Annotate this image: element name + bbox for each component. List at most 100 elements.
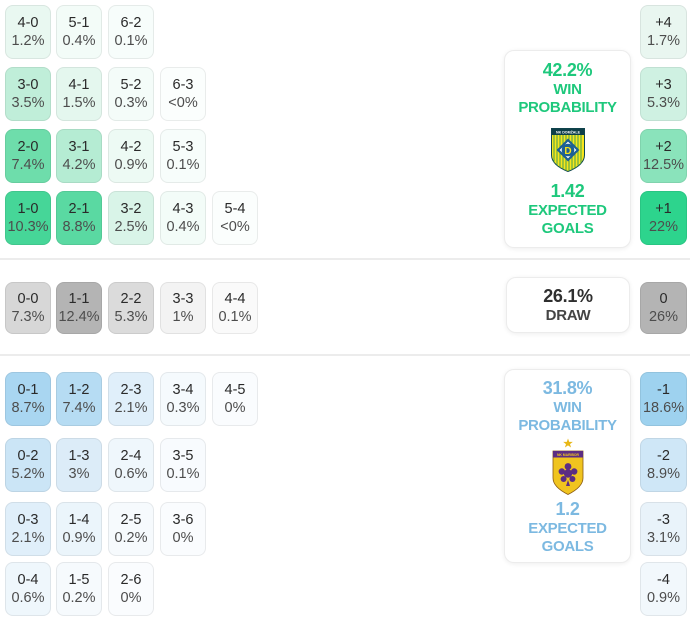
score-label: 1-0 [17,201,39,217]
away-score-cell[interactable]: 1-3 3% [56,438,102,492]
score-label: 0-0 [17,291,39,307]
home-score-cell[interactable]: 3-0 3.5% [5,67,51,121]
score-label: 1-2 [68,382,90,398]
probability-label: 0.3% [114,95,148,111]
draw-score-cell[interactable]: 0-0 7.3% [5,282,51,334]
probability-label: 0.4% [166,219,200,235]
away-win-percentage: 31.8% [542,378,593,398]
probability-label: 5.3% [646,95,681,111]
away-score-cell[interactable]: 1-2 7.4% [56,372,102,426]
goal-diff-cell[interactable]: -3 3.1% [640,502,687,556]
away-score-cell[interactable]: 0-3 2.1% [5,502,51,556]
away-win-label-line1: WIN [553,399,582,416]
goal-diff-cell[interactable]: -1 18.6% [640,372,687,426]
away-score-cell[interactable]: 2-3 2.1% [108,372,154,426]
away-team-logo: NK MARIBOR [551,438,585,496]
probability-label: 1% [172,309,194,325]
away-score-cell[interactable]: 3-5 0.1% [160,438,206,492]
score-label: 2-4 [120,448,142,464]
home-score-cell[interactable]: 4-0 1.2% [5,5,51,59]
goal-diff-cell[interactable]: +3 5.3% [640,67,687,121]
score-label: +2 [655,139,672,155]
home-score-cell[interactable]: 5-2 0.3% [108,67,154,121]
goal-diff-cell[interactable]: +1 22% [640,191,687,245]
probability-label: 0% [120,590,142,606]
home-score-cell[interactable]: 5-4 <0% [212,191,258,245]
draw-panel: 26.1% DRAW [506,277,630,333]
probability-label: 0.9% [646,590,681,606]
draw-score-cell[interactable]: 1-1 12.4% [56,282,102,334]
home-score-cell[interactable]: 3-2 2.5% [108,191,154,245]
away-win-label-line2: PROBABILITY [518,417,617,434]
score-label: 2-6 [120,572,142,588]
probability-label: 0.1% [114,33,148,49]
home-score-cell[interactable]: 6-3 <0% [160,67,206,121]
away-score-cell[interactable]: 1-5 0.2% [56,562,102,616]
away-team-crest-icon: NK MARIBOR [552,438,583,495]
home-crest-name-text: NK DOMŽALE [556,129,581,134]
home-team-crest-icon: NK DOMŽALE D [550,128,585,173]
probability-label: 1.2% [11,33,45,49]
probability-label: 3.5% [11,95,45,111]
away-score-cell[interactable]: 0-1 8.7% [5,372,51,426]
away-xg-label-line1: EXPECTED [528,520,607,537]
score-label: 0-1 [17,382,39,398]
probability-label: 12.5% [642,157,685,173]
score-label: 1-4 [68,512,90,528]
goal-diff-cell[interactable]: +2 12.5% [640,129,687,183]
home-xg-label-line2: GOALS [541,220,594,237]
goal-diff-cell[interactable]: +4 1.7% [640,5,687,59]
away-score-cell[interactable]: 1-4 0.9% [56,502,102,556]
goal-diff-cell[interactable]: -2 8.9% [640,438,687,492]
probability-label: 4.2% [62,157,96,173]
home-score-cell[interactable]: 4-2 0.9% [108,129,154,183]
draw-score-cell[interactable]: 2-2 5.3% [108,282,154,334]
score-label: 4-0 [17,15,39,31]
home-score-cell[interactable]: 6-2 0.1% [108,5,154,59]
probability-label: 3% [68,466,90,482]
score-label: 4-5 [224,382,246,398]
home-score-cell[interactable]: 5-1 0.4% [56,5,102,59]
probability-label: 5.3% [114,309,148,325]
away-score-cell[interactable]: 3-6 0% [160,502,206,556]
away-score-cell[interactable]: 2-5 0.2% [108,502,154,556]
score-label: 3-3 [172,291,194,307]
home-score-cell[interactable]: 4-3 0.4% [160,191,206,245]
away-crest-name-text: NK MARIBOR [556,453,579,457]
draw-percentage: 26.1% [543,285,593,306]
draw-score-cell[interactable]: 3-3 1% [160,282,206,334]
away-score-cell[interactable]: 3-4 0.3% [160,372,206,426]
away-score-cell[interactable]: 0-4 0.6% [5,562,51,616]
score-label: 2-2 [120,291,142,307]
probability-label: 7.4% [11,157,45,173]
probability-label: 0.6% [114,466,148,482]
goal-diff-cell[interactable]: -4 0.9% [640,562,687,616]
home-score-cell[interactable]: 4-1 1.5% [56,67,102,121]
home-score-cell[interactable]: 5-3 0.1% [160,129,206,183]
goal-diff-cell[interactable]: 0 26% [640,282,687,334]
probability-label: 2.1% [11,530,45,546]
probability-label: 0% [224,400,246,416]
home-score-cell[interactable]: 3-1 4.2% [56,129,102,183]
probability-label: 18.6% [642,400,685,416]
away-score-cell[interactable]: 4-5 0% [212,372,258,426]
score-label: -1 [657,382,670,398]
probability-label: 1.7% [646,33,681,49]
home-score-cell[interactable]: 2-0 7.4% [5,129,51,183]
away-xg-label-line2: GOALS [541,538,594,555]
home-score-cell[interactable]: 2-1 8.8% [56,191,102,245]
score-label: 6-2 [120,15,142,31]
score-label: 4-4 [224,291,246,307]
away-score-cell[interactable]: 2-6 0% [108,562,154,616]
away-score-cell[interactable]: 0-2 5.2% [5,438,51,492]
away-score-cell[interactable]: 2-4 0.6% [108,438,154,492]
draw-score-cell[interactable]: 4-4 0.1% [212,282,258,334]
home-score-cell[interactable]: 1-0 10.3% [5,191,51,245]
home-win-label-line1: WIN [553,81,582,98]
probability-label: 0% [172,530,194,546]
score-label: +4 [655,15,672,31]
probability-label: 0.2% [62,590,96,606]
score-label: -3 [657,512,670,528]
score-label: 3-0 [17,77,39,93]
